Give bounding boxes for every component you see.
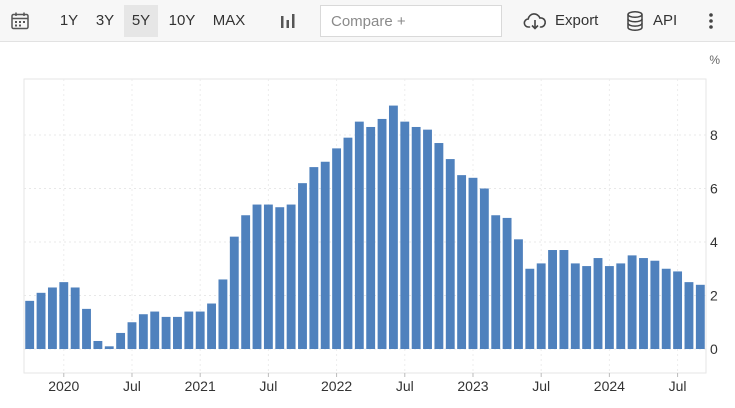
x-tick-label: 2022 bbox=[321, 378, 352, 394]
bar[interactable] bbox=[332, 148, 342, 350]
api-button[interactable]: API bbox=[653, 12, 678, 29]
range-10y-button[interactable]: 10Y bbox=[168, 12, 196, 29]
y-tick-label: 0 bbox=[710, 341, 718, 357]
y-tick-label: 4 bbox=[710, 234, 718, 250]
bar[interactable] bbox=[514, 239, 523, 349]
bar[interactable] bbox=[491, 215, 501, 349]
bar[interactable] bbox=[354, 121, 364, 350]
bar[interactable] bbox=[229, 236, 239, 349]
bar[interactable] bbox=[173, 316, 182, 349]
x-tick-label: Jul bbox=[259, 378, 277, 394]
bar[interactable] bbox=[252, 204, 262, 349]
bar[interactable] bbox=[104, 346, 114, 349]
y-axis-unit-label: % bbox=[709, 53, 720, 67]
bar[interactable] bbox=[195, 311, 205, 349]
cloud-download-icon[interactable] bbox=[523, 11, 547, 31]
inflation-bar-chart: 0 2 4 6 8 2020 Jul 2021 Jul 2022 Jul 2023 Jul 2024 Ju… bbox=[23, 53, 720, 394]
plot-frame bbox=[23, 78, 707, 374]
x-tick-label: Jul bbox=[396, 378, 414, 394]
compare-input[interactable] bbox=[320, 5, 502, 37]
bar[interactable] bbox=[93, 340, 103, 349]
range-3y-button[interactable]: 3Y bbox=[95, 12, 115, 29]
bar[interactable] bbox=[263, 204, 273, 349]
chart-bars bbox=[25, 105, 705, 350]
x-tick-label: Jul bbox=[532, 378, 550, 394]
bar[interactable] bbox=[286, 204, 296, 349]
bar[interactable] bbox=[695, 284, 705, 349]
x-tick-label: Jul bbox=[123, 378, 141, 394]
bar[interactable] bbox=[184, 311, 194, 349]
bar[interactable] bbox=[604, 266, 614, 349]
bar[interactable] bbox=[411, 126, 421, 349]
bar[interactable] bbox=[82, 308, 91, 350]
bar[interactable] bbox=[684, 282, 694, 350]
bar[interactable] bbox=[116, 332, 126, 349]
x-tick-label: 2021 bbox=[185, 378, 216, 394]
bar[interactable] bbox=[343, 137, 353, 349]
bar[interactable] bbox=[298, 183, 307, 349]
bar[interactable] bbox=[161, 316, 171, 349]
bar[interactable] bbox=[536, 263, 546, 349]
range-5y-button[interactable]: 5Y bbox=[124, 5, 158, 37]
bar[interactable] bbox=[616, 263, 626, 349]
export-button[interactable]: Export bbox=[555, 12, 599, 29]
range-max-button[interactable]: MAX bbox=[212, 12, 246, 29]
bar[interactable] bbox=[639, 258, 648, 349]
bar[interactable] bbox=[366, 126, 376, 349]
bar-chart-icon[interactable] bbox=[278, 11, 298, 31]
bar[interactable] bbox=[275, 207, 285, 349]
bar[interactable] bbox=[548, 250, 557, 349]
bar[interactable] bbox=[502, 217, 512, 349]
bar[interactable] bbox=[582, 266, 592, 349]
bar[interactable] bbox=[138, 314, 148, 349]
y-tick-label: 2 bbox=[710, 288, 718, 304]
x-tick-label: 2023 bbox=[457, 378, 488, 394]
x-axis-ticks: 2020 Jul 2021 Jul 2022 Jul 2023 Jul 2024 Jul bbox=[48, 373, 687, 394]
bar[interactable] bbox=[309, 167, 319, 349]
bar[interactable] bbox=[593, 258, 603, 349]
bar[interactable] bbox=[468, 177, 478, 349]
bar[interactable] bbox=[400, 121, 410, 350]
bar[interactable] bbox=[241, 215, 251, 349]
bar[interactable] bbox=[36, 292, 46, 349]
bar[interactable] bbox=[661, 268, 671, 349]
bar[interactable] bbox=[445, 159, 455, 349]
bar[interactable] bbox=[150, 311, 160, 349]
bar[interactable] bbox=[59, 282, 69, 350]
y-tick-label: 6 bbox=[710, 181, 718, 197]
bar[interactable] bbox=[25, 300, 35, 349]
range-1y-button[interactable]: 1Y bbox=[59, 12, 79, 29]
x-tick-label: 2024 bbox=[594, 378, 625, 394]
bar[interactable] bbox=[70, 287, 80, 349]
x-tick-label: 2020 bbox=[48, 378, 79, 394]
bar[interactable] bbox=[207, 303, 216, 349]
bar[interactable] bbox=[320, 161, 330, 349]
database-icon[interactable] bbox=[625, 10, 645, 32]
bar[interactable] bbox=[434, 143, 444, 349]
bar[interactable] bbox=[570, 263, 580, 349]
bar[interactable] bbox=[377, 118, 387, 349]
bar[interactable] bbox=[627, 255, 637, 350]
bar[interactable] bbox=[559, 250, 569, 349]
bar[interactable] bbox=[673, 271, 683, 349]
bar[interactable] bbox=[388, 105, 398, 349]
bar[interactable] bbox=[127, 322, 137, 349]
bar[interactable] bbox=[218, 279, 228, 349]
y-tick-label: 8 bbox=[710, 127, 718, 143]
chart-toolbar: 1Y 3Y 5Y 10Y MAX Export API bbox=[0, 0, 735, 42]
chart-grid bbox=[23, 78, 707, 374]
more-vertical-icon[interactable] bbox=[707, 11, 715, 31]
calendar-icon[interactable] bbox=[10, 11, 30, 31]
bar[interactable] bbox=[47, 287, 57, 349]
bar[interactable] bbox=[650, 260, 660, 349]
bar[interactable] bbox=[457, 175, 467, 350]
x-tick-label: Jul bbox=[669, 378, 687, 394]
bar[interactable] bbox=[479, 188, 489, 350]
bar[interactable] bbox=[423, 129, 432, 349]
y-axis-ticks: 0 2 4 6 8 bbox=[710, 127, 718, 357]
bar[interactable] bbox=[525, 268, 535, 349]
